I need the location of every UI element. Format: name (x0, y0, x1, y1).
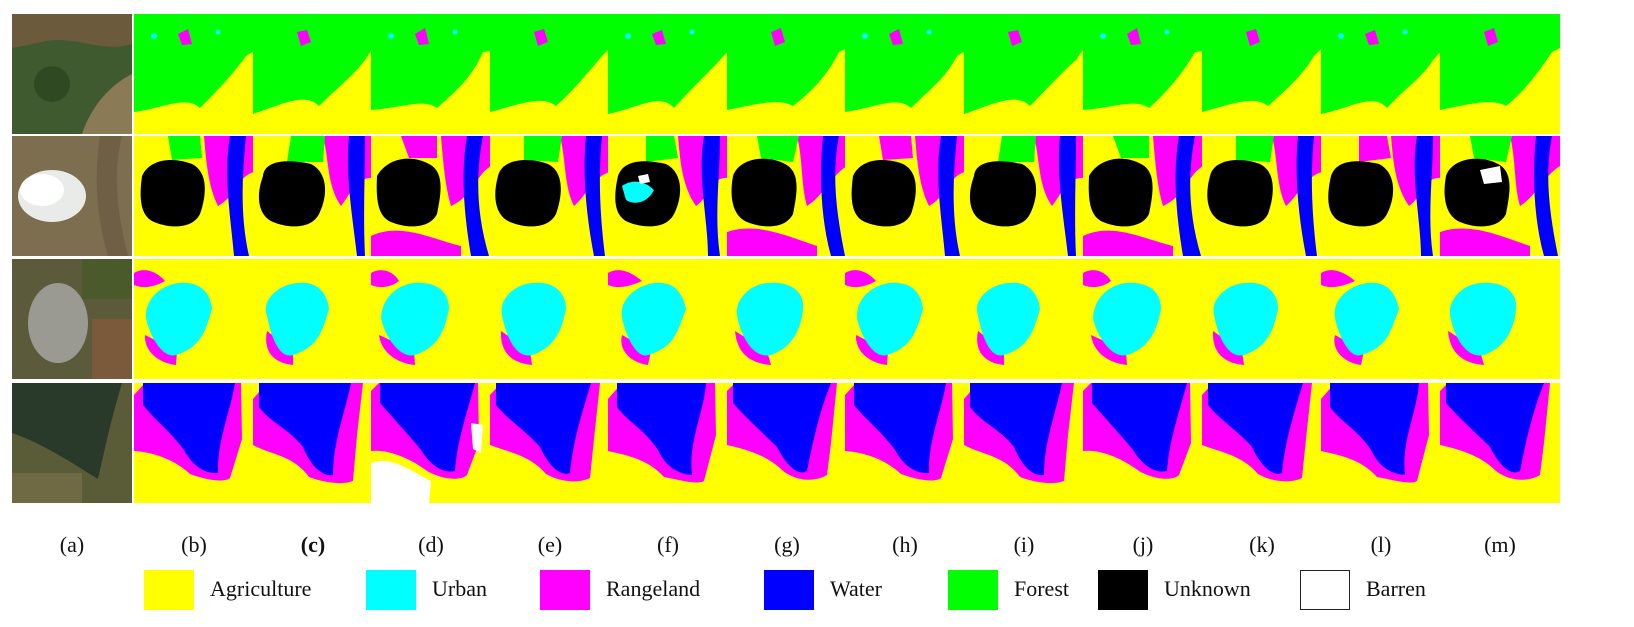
segmentation-map (845, 136, 965, 256)
segmentation-map (1440, 383, 1560, 503)
segmentation-map (1083, 14, 1203, 134)
segmentation-map (845, 259, 965, 379)
legend-label: Rangeland (606, 576, 701, 601)
column-label: (i) (1013, 532, 1035, 557)
column-label: (k) (1249, 532, 1275, 557)
segmentation-map (1202, 14, 1322, 134)
segmentation-map (253, 259, 373, 379)
satellite-image (12, 14, 132, 134)
segmentation-map (490, 14, 610, 134)
legend-label: Urban (432, 576, 487, 601)
segmentation-map (1083, 136, 1203, 256)
segmentation-map (253, 136, 373, 256)
segmentation-map (371, 14, 491, 134)
column-label: (f) (657, 532, 679, 557)
segmentation-map (1202, 383, 1322, 503)
legend-swatch (144, 570, 194, 610)
legend-label: Barren (1366, 576, 1426, 601)
segmentation-map (253, 14, 373, 134)
segmentation-map (1202, 136, 1322, 256)
column-label: (g) (774, 532, 800, 557)
legend-label: Water (830, 576, 882, 601)
segmentation-map (964, 136, 1084, 256)
segmentation-map (727, 136, 847, 256)
segmentation-map (964, 383, 1084, 503)
segmentation-map (371, 136, 491, 256)
segmentation-map (253, 383, 373, 503)
segmentation-map (608, 259, 728, 379)
segmentation-map (1440, 136, 1560, 256)
segmentation-map (964, 14, 1084, 134)
segmentation-map (371, 259, 491, 379)
column-label: (h) (892, 532, 918, 557)
column-label: (l) (1370, 532, 1392, 557)
segmentation-map (490, 383, 610, 503)
segmentation-map (845, 383, 965, 503)
segmentation-map (134, 259, 254, 379)
column-label: (c) (300, 532, 326, 557)
segmentation-map (1202, 259, 1322, 379)
legend-swatch (948, 570, 998, 610)
legend-swatch (1098, 570, 1148, 610)
satellite-image (12, 383, 132, 503)
segmentation-map (608, 14, 728, 134)
legend-swatch (1300, 570, 1350, 610)
segmentation-map (608, 383, 728, 503)
legend-swatch (764, 570, 814, 610)
column-label: (m) (1484, 532, 1516, 557)
segmentation-map (1440, 259, 1560, 379)
segmentation-map (490, 259, 610, 379)
segmentation-map (727, 259, 847, 379)
legend-swatch (540, 570, 590, 610)
legend-label: Forest (1014, 576, 1069, 601)
segmentation-map (1440, 14, 1560, 134)
segmentation-map (845, 14, 965, 134)
segmentation-map (1321, 136, 1441, 256)
segmentation-map (608, 136, 728, 256)
segmentation-map (134, 383, 254, 503)
segmentation-map (727, 14, 847, 134)
legend-swatch (366, 570, 416, 610)
segmentation-map (1321, 383, 1441, 503)
legend-label: Unknown (1164, 576, 1251, 601)
segmentation-map (727, 383, 847, 503)
column-label: (b) (181, 532, 207, 557)
column-label: (j) (1132, 532, 1154, 557)
segmentation-map (371, 383, 491, 503)
satellite-image (12, 136, 132, 256)
segmentation-map (134, 136, 254, 256)
segmentation-map (1321, 14, 1441, 134)
segmentation-map (490, 136, 610, 256)
segmentation-map (964, 259, 1084, 379)
column-label: (e) (537, 532, 563, 557)
legend-label: Agriculture (210, 576, 312, 601)
segmentation-map (1321, 259, 1441, 379)
satellite-image (12, 259, 132, 379)
segmentation-map (1083, 259, 1203, 379)
column-label: (a) (59, 532, 85, 557)
segmentation-map (1083, 383, 1203, 503)
column-label: (d) (418, 532, 444, 557)
segmentation-map (134, 14, 254, 134)
